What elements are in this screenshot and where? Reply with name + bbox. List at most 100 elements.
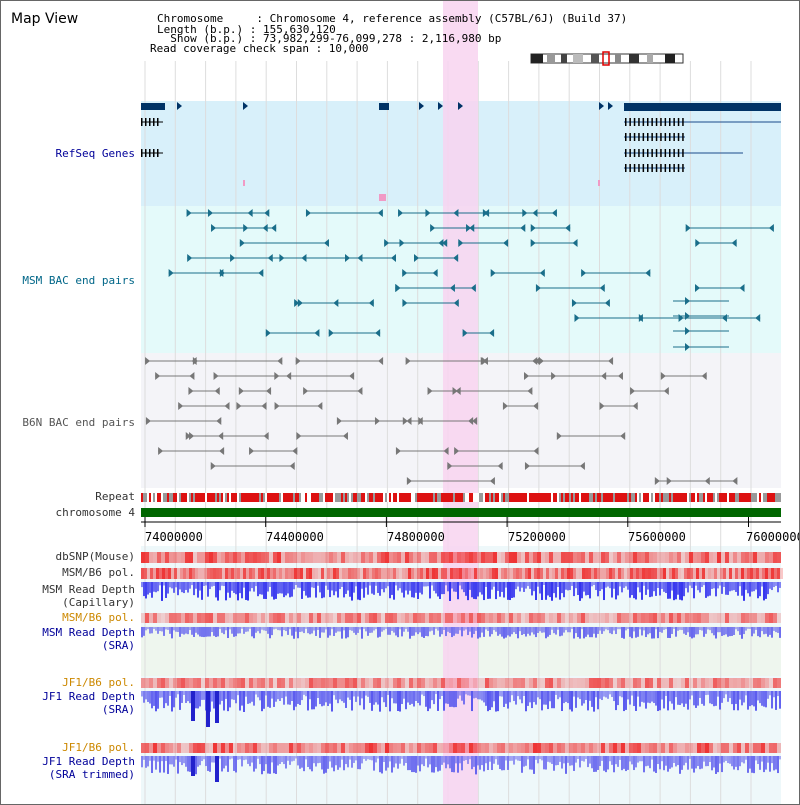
depth-bar: [337, 627, 339, 632]
heat-cell: [569, 613, 573, 623]
gene-exon: [157, 149, 159, 157]
depth-bar: [437, 582, 439, 597]
coverage-span-line: Read coverage check span : 10,000: [150, 42, 369, 55]
depth-bar: [503, 627, 505, 639]
depth-bar: [701, 756, 703, 769]
depth-bar: [579, 627, 581, 639]
depth-bar: [237, 582, 239, 601]
heat-cell: [277, 743, 281, 753]
heat-cell: [573, 678, 577, 688]
depth-bar: [769, 756, 771, 772]
depth-bar: [751, 691, 753, 706]
heat-cell: [289, 613, 293, 623]
depth-bar: [693, 582, 695, 599]
bac-end: [406, 477, 412, 485]
heat-cell: [625, 613, 629, 623]
repeat-mark: [265, 493, 267, 502]
heat-cell: [217, 613, 221, 623]
heat-cell: [180, 568, 183, 579]
gene-exon: [153, 118, 155, 126]
depth-bar: [767, 627, 769, 637]
bac-end: [466, 224, 472, 232]
depth-bar: [641, 691, 643, 702]
bac-end: [454, 447, 460, 455]
depth-bar: [171, 627, 173, 639]
repeat-mark: [455, 493, 457, 502]
heat-cell: [333, 743, 337, 753]
gene-exon: [647, 149, 649, 157]
track-label-b6n-bac[interactable]: B6N BAC end pairs: [22, 416, 135, 429]
heat-cell: [353, 678, 357, 688]
depth-bar: [769, 582, 771, 589]
depth-bar: [681, 627, 683, 631]
heat-cell: [291, 568, 294, 579]
length-line: Length (b.p.) : 155,630,120: [157, 23, 336, 36]
depth-bar: [775, 582, 777, 586]
depth-bar: [641, 582, 643, 600]
heat-cell: [749, 552, 753, 563]
depth-bar: [495, 691, 497, 712]
heat-cell: [685, 678, 689, 688]
heat-cell: [157, 678, 161, 688]
heat-cell: [761, 743, 765, 753]
depth-bar: [649, 582, 651, 598]
depth-bar: [587, 627, 589, 635]
heat-cell: [149, 678, 153, 688]
bac-end: [432, 269, 438, 277]
track-label-refseq[interactable]: RefSeq Genes: [55, 147, 135, 160]
heat-cell: [312, 568, 315, 579]
gene-exon: [629, 149, 631, 157]
heat-cell: [553, 743, 557, 753]
heat-cell: [545, 552, 549, 563]
heat-cell: [447, 568, 450, 579]
heat-cell: [305, 678, 309, 688]
heat-cell: [741, 743, 745, 753]
depth-bar: [543, 756, 545, 770]
depth-bar: [499, 691, 501, 697]
heat-cell: [327, 568, 330, 579]
depth-bar: [313, 627, 315, 631]
bac-end: [349, 372, 355, 380]
heat-cell: [449, 552, 453, 563]
depth-bar: [457, 582, 459, 600]
depth-bar: [459, 691, 461, 696]
ideogram-band: [547, 54, 555, 63]
depth-bar: [411, 582, 413, 598]
heat-cell: [701, 613, 705, 623]
depth-bar: [757, 756, 759, 765]
repeat-mark: [169, 493, 171, 502]
track-label-msm-bac[interactable]: MSM BAC end pairs: [22, 274, 135, 287]
depth-bar: [761, 691, 763, 706]
repeat-mark: [315, 493, 317, 502]
depth-bar: [589, 627, 591, 638]
repeat-mark: [557, 493, 559, 502]
heat-cell: [389, 743, 393, 753]
depth-bar: [657, 627, 659, 639]
heat-cell: [481, 552, 485, 563]
depth-bar: [585, 582, 587, 596]
bac-end: [522, 209, 528, 217]
heat-cell: [381, 613, 385, 623]
depth-bar: [537, 691, 539, 698]
depth-bar: [551, 627, 553, 630]
repeat-mark: [177, 493, 179, 502]
bac-end: [482, 209, 488, 217]
depth-bar: [625, 627, 627, 631]
heat-cell: [341, 552, 345, 563]
heat-cell: [777, 552, 781, 563]
depth-bar: [303, 582, 305, 591]
heat-cell: [169, 613, 173, 623]
heat-cell: [421, 552, 425, 563]
bac-end: [211, 224, 217, 232]
depth-bar: [351, 627, 353, 631]
heat-cell: [673, 743, 677, 753]
heat-cell: [621, 568, 624, 579]
heat-cell: [645, 743, 649, 753]
depth-bar: [461, 627, 463, 637]
heat-cell: [145, 743, 149, 753]
bac-end: [530, 224, 536, 232]
depth-bar: [415, 627, 417, 633]
heat-cell: [246, 568, 249, 579]
depth-bar: [775, 627, 777, 633]
